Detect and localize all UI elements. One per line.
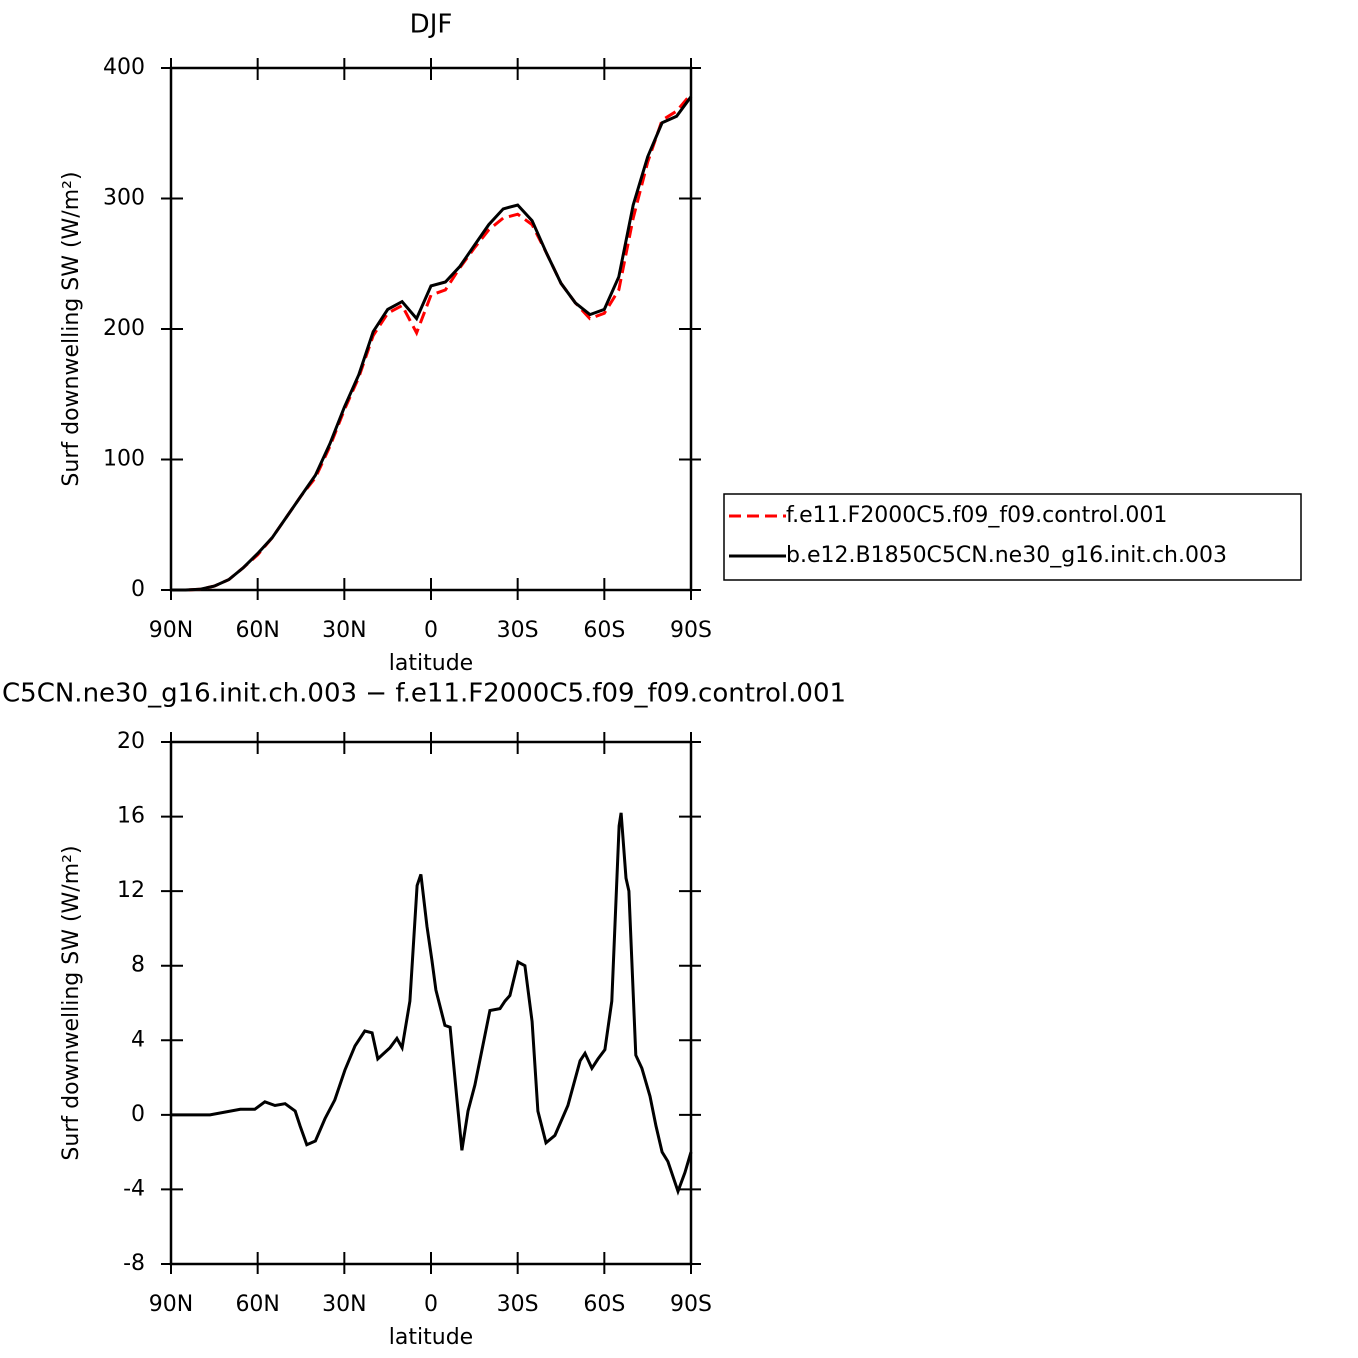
chart-title: DJF: [410, 10, 453, 40]
y-tick-label: 16: [117, 804, 145, 829]
x-tick-label: 60N: [235, 1292, 279, 1317]
x-tick-label: 30S: [497, 618, 539, 643]
y-tick-label: -8: [123, 1251, 145, 1276]
y-tick-label: 400: [103, 55, 145, 80]
y-tick-label: 20: [117, 729, 145, 754]
y-tick-label: 4: [131, 1027, 145, 1052]
x-tick-label: 30S: [497, 1292, 539, 1317]
y-tick-label: 200: [103, 316, 145, 341]
y-tick-label: 8: [131, 953, 145, 978]
x-tick-label: 0: [424, 618, 438, 643]
data-line: [171, 93, 693, 592]
x-tick-label: 90N: [149, 1292, 193, 1317]
x-axis-label: latitude: [389, 651, 473, 676]
y-tick-label: 12: [117, 878, 145, 903]
legend-label: b.e12.B1850C5CN.ne30_g16.init.ch.003: [786, 543, 1227, 568]
x-tick-label: 60S: [583, 1292, 625, 1317]
y-tick-label: 0: [131, 577, 145, 602]
y-tick-label: -4: [123, 1176, 145, 1201]
x-tick-label: 90S: [670, 618, 712, 643]
data-line: [171, 812, 693, 1196]
x-tick-label: 30N: [322, 618, 366, 643]
legend-box: [723, 493, 1302, 581]
plot-frame: [169, 66, 693, 592]
x-tick-label: 60N: [235, 618, 279, 643]
x-tick-label: 0: [424, 1292, 438, 1317]
y-tick-label: 100: [103, 447, 145, 472]
data-line: [171, 95, 693, 592]
x-tick-label: 90S: [670, 1292, 712, 1317]
chart-title: C5CN.ne30_g16.init.ch.003 − f.e11.F2000C…: [2, 679, 846, 709]
legend-label: f.e11.F2000C5.f09_f09.control.001: [786, 503, 1167, 528]
y-tick-label: 0: [131, 1102, 145, 1127]
x-axis-label: latitude: [389, 1325, 473, 1350]
x-tick-label: 60S: [583, 618, 625, 643]
x-tick-label: 90N: [149, 618, 193, 643]
y-tick-label: 300: [103, 186, 145, 211]
y-axis-label: Surf downwelling SW (W/m²): [59, 845, 84, 1160]
y-axis-label: Surf downwelling SW (W/m²): [59, 171, 84, 486]
x-tick-label: 30N: [322, 1292, 366, 1317]
